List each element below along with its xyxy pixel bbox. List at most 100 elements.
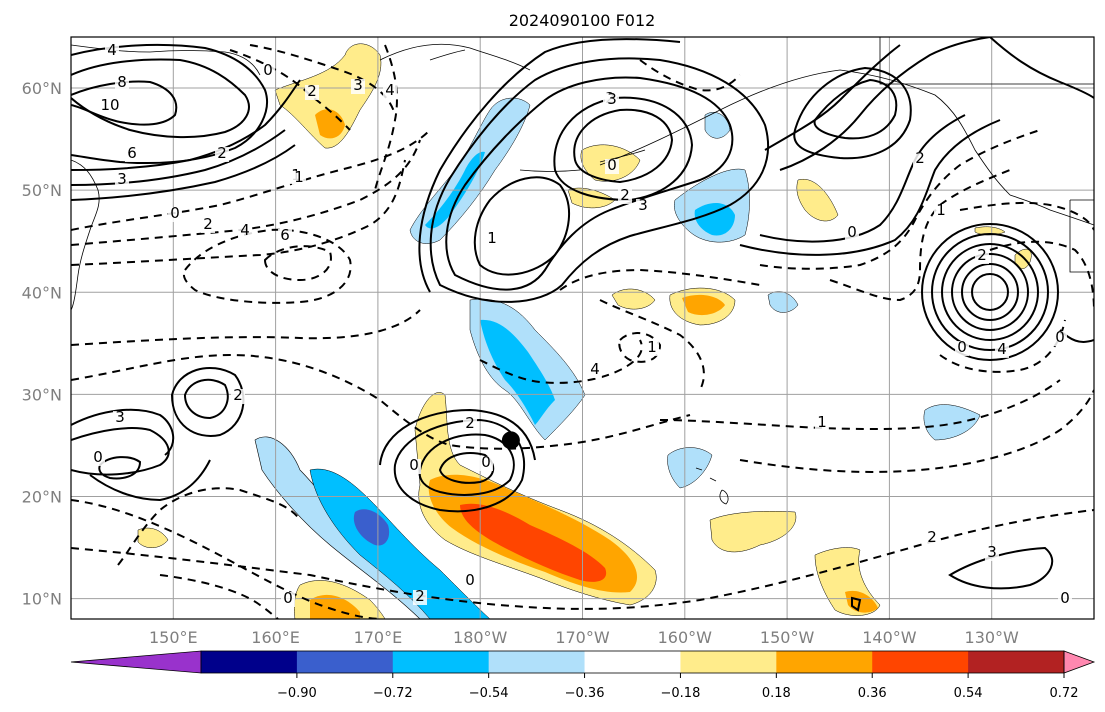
contour-label-bg [115,173,129,188]
colorbar-extend-max [1063,650,1096,674]
contour-label: 3 [353,76,363,94]
solid-contour [183,378,229,420]
contour-label: 1 [817,413,827,431]
contour-label: 2 [307,82,317,100]
contour-label-bg [925,531,939,546]
solid-contour [418,433,515,496]
colorbar-segment [392,651,490,673]
contour-label-bg [955,341,969,356]
contour-label-bg [168,207,182,222]
lon-tick-label: 150°W [760,628,815,647]
shade-positive-6 [709,511,797,553]
colorbar-label: −0.36 [565,686,605,701]
contour-label-bg [463,417,477,432]
contour-label: 3 [607,90,617,108]
colorbar-label: 0.72 [1050,686,1079,701]
contour-labels: 4810632012464320120123432101234020120000… [91,41,1072,607]
contour-label: 0 [263,61,273,79]
contour-label: 2 [620,186,630,204]
dashed-contour [479,339,643,384]
dashed-contour [989,240,1094,311]
dashed-contour [959,201,1094,231]
contour-label-bg [215,147,229,162]
contour-label-bg [278,229,292,244]
shade-positive-1b [682,294,725,316]
colorbar-label: 0.36 [858,686,887,701]
dashed-contour [117,487,301,566]
contour-label-bg [351,79,365,94]
dashed-contour [229,49,351,131]
contour-label-bg [618,189,632,204]
contour-label: 1 [294,168,304,186]
contour-label: 10 [100,96,119,114]
contour-label-bg [238,224,252,239]
solid-contour [961,263,1019,321]
coastline-alaska [379,43,1011,196]
colorbar-label: −0.90 [277,686,317,701]
colorbar-label: −0.18 [661,686,701,701]
contour-label: 3 [987,543,997,561]
solid-contour [573,108,674,184]
shaded-fields [137,43,1032,619]
lat-tick-label: 30°N [22,385,62,404]
colorbar-segment [201,651,298,673]
contour-label: 2 [203,215,213,233]
solid-contour [89,459,211,502]
contour-label: 3 [115,408,125,426]
contour-label: 1 [936,201,946,219]
shade-negative-medium [309,468,491,619]
contour-label-bg [975,249,989,264]
dashed-contour [182,228,352,304]
solid-contour [921,223,1059,361]
dashed-contour [659,379,1061,431]
contour-label: 2 [233,386,243,404]
shade-negative-small-2 [667,447,713,489]
solid-contour [71,427,170,476]
lon-tick-label: 170°W [555,628,610,647]
coastline-hawaii [695,467,729,505]
contour-label: 4 [590,360,600,378]
contour-label-bg [1053,331,1067,346]
lat-tick-label: 20°N [22,487,62,506]
dashed-contour [71,499,381,619]
storm-center-marker [501,431,520,450]
contour-label-bg [1058,592,1072,607]
contour-label-bg [985,546,999,561]
shade-negative-east-b [694,203,735,236]
contour-label-bg [383,84,397,99]
contour-label: 3 [117,170,127,188]
contour-label: 4 [107,41,117,59]
contour-label: 0 [1055,328,1065,346]
lat-tick-label: 40°N [22,283,62,302]
contour-label: 4 [997,340,1007,358]
solid-contour [971,273,1009,311]
dashed-contour [639,59,741,92]
map-panel: 4810632012464320120123432101234020120000… [71,37,1094,619]
contour-label-bg [645,341,659,356]
dashed-contour [71,139,421,246]
solid-contour [445,76,734,291]
solid-contour [98,456,142,480]
contour-label: 2 [915,149,925,167]
solid-contour [429,57,770,303]
solid-contours [71,37,1094,612]
contour-label: 2 [465,414,475,432]
shade-negative-band-1b [480,319,555,425]
shade-positive-red-main [460,503,607,582]
contour-label-bg [103,99,117,114]
lat-tick-label: 10°N [22,590,62,609]
lon-tick-label: 160°E [251,628,300,647]
colorbar-segment [776,651,873,673]
colorbar-segment [296,651,394,673]
dashed-contour [618,332,662,363]
lon-tick-label: 150°E [149,628,198,647]
colorbar-label: −0.54 [469,686,509,701]
dashed-contour [263,245,332,282]
solid-contour [71,43,268,165]
contour-label: 2 [927,528,937,546]
dashed-contour [759,129,1041,270]
shade-positive-2 [611,288,656,310]
solid-contour [379,408,536,466]
contour-label-bg [995,343,1009,358]
solid-contour [759,114,966,243]
